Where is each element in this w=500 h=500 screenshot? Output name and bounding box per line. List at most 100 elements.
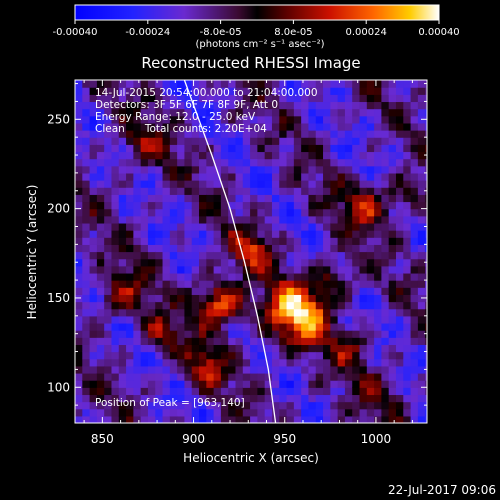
heatmap-cell xyxy=(374,287,383,295)
heatmap-cell xyxy=(359,372,368,381)
heatmap-cell xyxy=(315,272,324,281)
heatmap-cell xyxy=(191,230,200,238)
heatmap-cell xyxy=(206,215,215,224)
heatmap-cell xyxy=(147,137,156,145)
heatmap-cell xyxy=(395,80,404,88)
heatmap-cell xyxy=(337,372,346,381)
heatmap-cell xyxy=(111,294,120,303)
heatmap-cell xyxy=(228,158,237,167)
heatmap-cell xyxy=(191,172,200,181)
heatmap-cell xyxy=(286,101,295,110)
heatmap-cell xyxy=(206,272,215,281)
heatmap-cell xyxy=(162,194,171,203)
heatmap-cell xyxy=(395,122,404,131)
heatmap-cell xyxy=(410,401,419,410)
heatmap-cell xyxy=(118,372,127,381)
heatmap-cell xyxy=(359,187,368,195)
heatmap-cell xyxy=(388,415,397,423)
heatmap-cell xyxy=(279,251,288,260)
heatmap-cell xyxy=(257,344,266,353)
heatmap-cell xyxy=(228,122,237,131)
heatmap-cell xyxy=(96,301,105,310)
heatmap-cell xyxy=(410,387,419,396)
heatmap-cell xyxy=(279,151,288,160)
heatmap-cell xyxy=(133,208,142,217)
heatmap-cell xyxy=(228,358,237,367)
heatmap-cell xyxy=(279,165,288,174)
heatmap-cell xyxy=(388,115,397,124)
heatmap-cell xyxy=(374,201,383,210)
heatmap-cell xyxy=(359,101,368,110)
heatmap-cell xyxy=(381,337,390,345)
heatmap-cell xyxy=(388,365,397,374)
heatmap-image xyxy=(75,80,427,423)
heatmap-cell xyxy=(133,344,142,353)
heatmap-cell xyxy=(301,108,310,117)
heatmap-cell xyxy=(177,287,186,295)
heatmap-cell xyxy=(286,308,295,317)
heatmap-cell xyxy=(352,322,361,331)
heatmap-cell xyxy=(118,187,127,195)
heatmap-cell xyxy=(264,137,273,145)
heatmap-cell xyxy=(323,351,331,360)
heatmap-cell xyxy=(417,194,426,203)
heatmap-cell xyxy=(220,344,229,353)
heatmap-cell xyxy=(293,230,302,238)
heatmap-cell xyxy=(89,230,98,238)
heatmap-cell xyxy=(366,322,375,331)
heatmap-cell xyxy=(184,251,193,260)
heatmap-cell xyxy=(162,158,171,167)
heatmap-cell xyxy=(155,387,164,396)
heatmap-cell xyxy=(417,108,426,117)
heatmap-cell xyxy=(315,387,324,396)
heatmap-cell xyxy=(206,372,215,381)
heatmap-cell xyxy=(235,394,244,403)
heatmap-cell xyxy=(140,344,149,353)
heatmap-cell xyxy=(89,244,98,253)
heatmap-cell xyxy=(118,144,127,153)
heatmap-cell xyxy=(286,158,295,167)
heatmap-cell xyxy=(381,237,390,245)
heatmap-cell xyxy=(206,322,215,331)
heatmap-cell xyxy=(169,194,178,203)
heatmap-cell xyxy=(359,244,368,253)
heatmap-cell xyxy=(250,401,258,410)
heatmap-cell xyxy=(242,215,251,224)
heatmap-cell xyxy=(257,130,266,138)
heatmap-cell xyxy=(133,315,142,324)
heatmap-cell xyxy=(425,415,427,423)
x-tick-label: 950 xyxy=(273,432,296,446)
heatmap-cell xyxy=(75,94,83,103)
heatmap-cell xyxy=(75,351,83,360)
heatmap-cell xyxy=(366,80,375,88)
heatmap-cell xyxy=(381,272,390,281)
heatmap-cell xyxy=(410,408,419,417)
heatmap-cell xyxy=(403,294,412,303)
heatmap-cell xyxy=(301,315,310,324)
heatmap-cell xyxy=(75,330,83,338)
heatmap-cell xyxy=(271,115,280,124)
heatmap-cell xyxy=(126,280,134,288)
heatmap-cell xyxy=(279,294,288,303)
heatmap-cell xyxy=(315,287,324,295)
heatmap-cell xyxy=(82,344,91,353)
heatmap-cell xyxy=(111,208,120,217)
heatmap-cell xyxy=(315,251,324,260)
heatmap-cell xyxy=(417,230,426,238)
heatmap-cell xyxy=(388,280,397,288)
heatmap-cell xyxy=(104,415,113,423)
heatmap-cell xyxy=(293,315,302,324)
heatmap-cell xyxy=(381,380,390,388)
heatmap-cell xyxy=(410,201,419,210)
heatmap-cell xyxy=(381,358,390,367)
heatmap-cell xyxy=(264,101,273,110)
heatmap-cell xyxy=(286,265,295,274)
heatmap-cell xyxy=(111,108,120,117)
heatmap-cell xyxy=(279,208,288,217)
heatmap-cell xyxy=(315,280,324,288)
heatmap-cell xyxy=(374,358,383,367)
heatmap-cell xyxy=(271,215,280,224)
annotation-block: 14-Jul-2015 20:54:00.000 to 21:04:00.000… xyxy=(95,87,318,135)
heatmap-cell xyxy=(191,80,200,88)
heatmap-cell xyxy=(388,201,397,210)
